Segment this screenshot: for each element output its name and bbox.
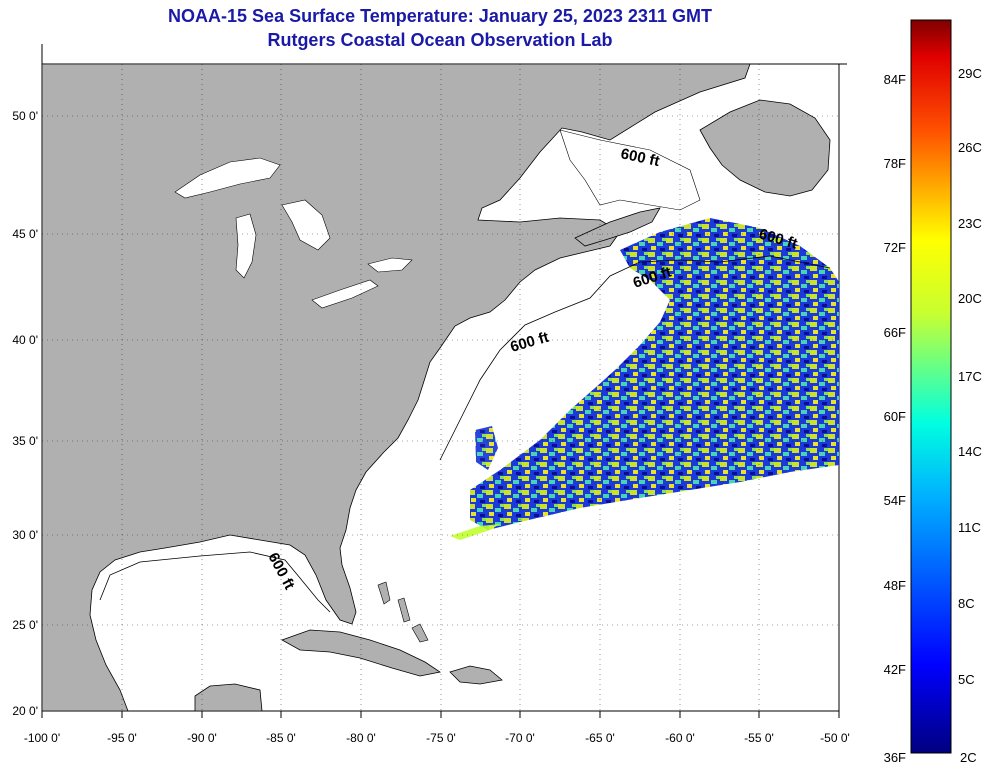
colorbar-f-label: 48F [884, 578, 906, 593]
y-tick-label: 40 0' [12, 333, 38, 347]
hispaniola-landmass [449, 665, 503, 685]
lake-ontario [367, 257, 413, 273]
colorbar-c-label: 11C [958, 520, 981, 535]
bahamas-islands [377, 581, 429, 643]
x-tick-label: -80 0' [346, 731, 376, 745]
colorbar-f-label: 66F [884, 325, 906, 340]
map-title: NOAA-15 Sea Surface Temperature: January… [168, 6, 712, 26]
x-tick-label: -90 0' [187, 731, 217, 745]
600ft-contour-gulf [99, 551, 331, 613]
colorbar-celsius-labels: 29C 26C 23C 20C 17C 14C 11C 8C 5C 2C [958, 66, 982, 765]
colorbar-f-label: 60F [884, 409, 906, 424]
colorbar-c-label: 5C [958, 672, 975, 687]
x-axis-labels: -100 0' -95 0' -90 0' -85 0' -80 0' -75 … [24, 731, 850, 745]
colorbar-c-label: 17C [958, 369, 982, 384]
x-tick-label: -85 0' [266, 731, 296, 745]
colorbar-c-label: 2C [960, 750, 977, 765]
colorbar-c-label: 20C [958, 291, 982, 306]
colorbar [910, 19, 952, 754]
map-subtitle: Rutgers Coastal Ocean Observation Lab [267, 30, 613, 50]
x-tick-label: -55 0' [744, 731, 774, 745]
yucatan-landmass [194, 683, 263, 711]
y-tick-label: 45 0' [12, 227, 38, 241]
x-tick-label: -60 0' [665, 731, 695, 745]
x-tick-label: -100 0' [24, 731, 60, 745]
colorbar-c-label: 14C [958, 444, 982, 459]
y-tick-label: 50 0' [12, 109, 38, 123]
colorbar-f-label: 84F [884, 72, 906, 87]
cuba-landmass [281, 629, 442, 677]
y-tick-label: 35 0' [12, 434, 38, 448]
sst-swath-west-fragment [475, 426, 498, 470]
gulf-of-st-lawrence [559, 129, 701, 211]
600ft-contour-line [439, 255, 831, 461]
x-tick-label: -75 0' [426, 731, 456, 745]
colorbar-f-label: 42F [884, 662, 906, 677]
y-tick-label: 20 0' [12, 704, 38, 718]
x-tick-label: -65 0' [585, 731, 615, 745]
colorbar-f-label: 78F [884, 156, 906, 171]
lake-superior [174, 157, 281, 199]
lake-michigan [235, 213, 257, 279]
x-tick-label: -70 0' [505, 731, 535, 745]
map-frame-ticks [41, 44, 847, 718]
x-tick-label: -95 0' [107, 731, 137, 745]
y-tick-label: 30 0' [12, 528, 38, 542]
colorbar-c-label: 23C [958, 216, 982, 231]
lake-huron [281, 199, 331, 251]
north-america-landmass [42, 64, 751, 711]
colorbar-f-label: 72F [884, 240, 906, 255]
nova-scotia-landmass [574, 207, 661, 247]
colorbar-c-label: 8C [958, 596, 975, 611]
y-tick-label: 25 0' [12, 618, 38, 632]
sst-swath [470, 218, 839, 530]
colorbar-c-label: 26C [958, 140, 982, 155]
colorbar-fahrenheit-labels: 84F 78F 72F 66F 60F 54F 48F 42F 36F [884, 72, 906, 765]
sst-swath-south-fragment [450, 524, 500, 540]
newfoundland-landmass [699, 99, 831, 197]
colorbar-f-label: 36F [884, 750, 906, 765]
y-axis-labels: 50 0' 45 0' 40 0' 35 0' 30 0' 25 0' 20 0… [12, 109, 38, 718]
colorbar-f-label: 54F [884, 493, 906, 508]
x-tick-label: -50 0' [820, 731, 850, 745]
colorbar-c-label: 29C [958, 66, 982, 81]
lake-erie [311, 279, 379, 309]
